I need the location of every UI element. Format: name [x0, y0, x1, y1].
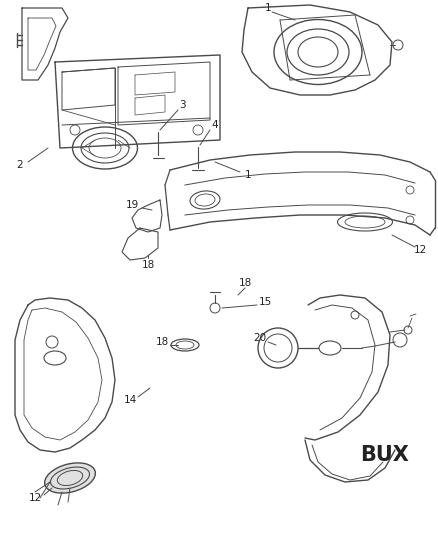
Text: 12: 12	[28, 493, 42, 503]
Text: 14: 14	[124, 395, 137, 405]
Text: 18: 18	[238, 278, 251, 288]
Text: 2: 2	[17, 160, 23, 170]
Ellipse shape	[45, 463, 95, 493]
Text: 19: 19	[125, 200, 138, 210]
Text: 1: 1	[265, 3, 271, 13]
Text: 1: 1	[245, 170, 251, 180]
Text: 4: 4	[212, 120, 218, 130]
Text: 18: 18	[141, 260, 155, 270]
Text: 20: 20	[254, 333, 267, 343]
Text: 15: 15	[258, 297, 272, 307]
Text: 18: 18	[155, 337, 169, 347]
Text: 3: 3	[179, 100, 185, 110]
Text: BUX: BUX	[360, 445, 410, 465]
Text: 12: 12	[413, 245, 427, 255]
